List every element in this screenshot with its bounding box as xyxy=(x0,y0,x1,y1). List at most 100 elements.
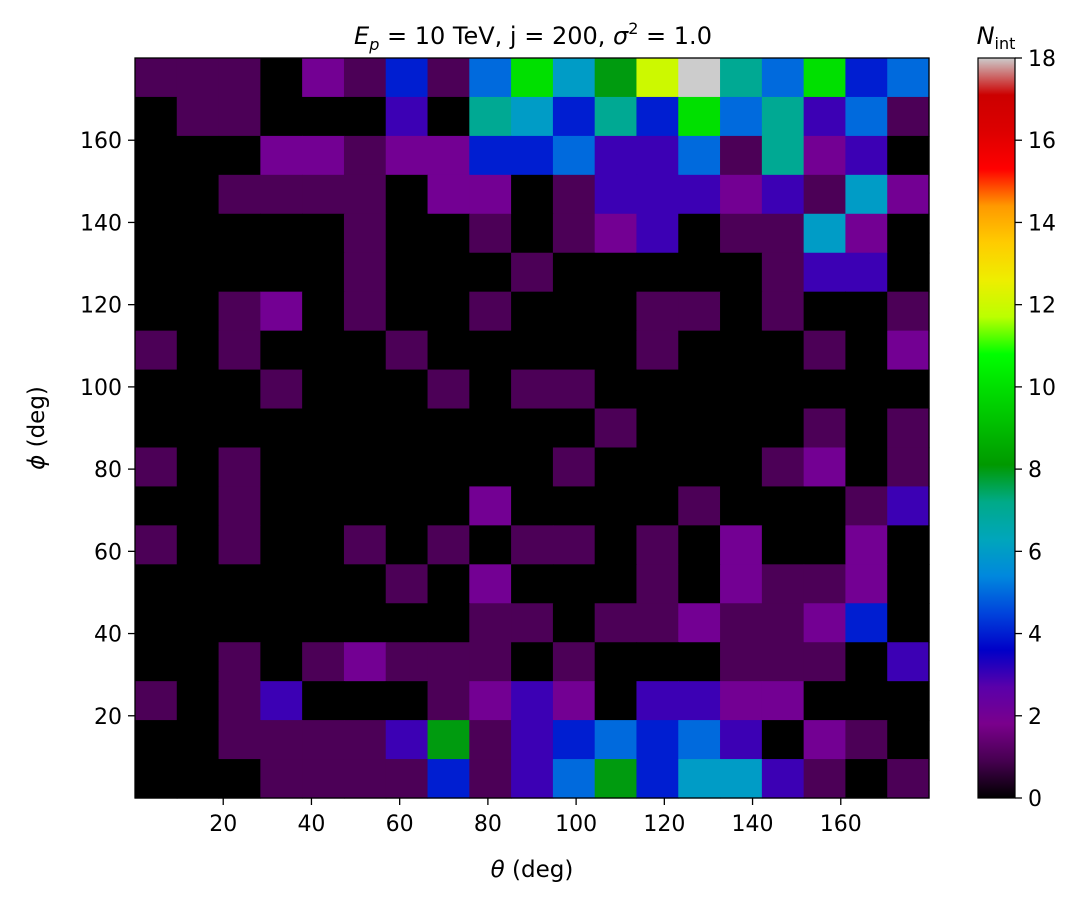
heatmap-cell xyxy=(427,486,470,526)
heatmap-cell xyxy=(511,603,554,643)
heatmap-cell xyxy=(260,681,303,721)
heatmap-cell xyxy=(803,486,847,526)
x-tick-label: 20 xyxy=(209,812,237,837)
heatmap-cell xyxy=(636,96,679,137)
heatmap-cell xyxy=(343,603,387,643)
heatmap-cell xyxy=(720,330,763,371)
y-tick-label: 80 xyxy=(94,458,122,483)
heatmap-cell xyxy=(803,525,847,565)
heatmap-cell xyxy=(427,603,470,643)
heatmap-cell xyxy=(218,174,261,215)
heatmap-cell xyxy=(761,252,805,293)
heatmap-cell xyxy=(678,135,721,176)
heatmap-cell xyxy=(761,369,805,410)
heatmap-cell xyxy=(176,369,220,410)
heatmap-cell xyxy=(552,213,596,254)
heatmap-cell xyxy=(469,486,512,526)
heatmap-cell xyxy=(594,96,638,137)
heatmap-cell xyxy=(427,135,470,176)
heatmap-cell xyxy=(427,58,470,98)
heatmap-cell xyxy=(552,447,596,488)
heatmap-cell xyxy=(720,369,763,410)
heatmap-cell xyxy=(427,291,470,332)
heatmap-cell xyxy=(135,291,178,332)
heatmap-cell xyxy=(552,408,596,449)
heatmap-cell xyxy=(720,603,763,643)
heatmap-cell xyxy=(135,96,178,137)
heatmap-cell xyxy=(260,447,303,488)
heatmap-cell xyxy=(135,603,178,643)
heatmap-cell xyxy=(511,408,554,449)
heatmap-cell xyxy=(678,486,721,526)
heatmap-cell xyxy=(135,642,178,682)
heatmap-cell xyxy=(552,525,596,565)
heatmap-cell xyxy=(218,291,261,332)
heatmap-cell xyxy=(845,58,888,98)
heatmap-cell xyxy=(385,96,429,137)
heatmap-cell xyxy=(552,369,596,410)
heatmap-cell xyxy=(845,213,888,254)
heatmap-cell xyxy=(887,564,930,604)
heatmap-cell xyxy=(343,681,387,721)
heatmap-cell xyxy=(887,642,930,682)
heatmap-cell xyxy=(343,252,387,293)
heatmap-cell xyxy=(678,720,721,760)
heatmap-cell xyxy=(260,174,303,215)
heatmap-cell xyxy=(469,564,512,604)
heatmap-cell xyxy=(385,486,429,526)
heatmap-cell xyxy=(176,525,220,565)
heatmap-cell xyxy=(135,174,178,215)
colorbar-tick-label: 0 xyxy=(1028,787,1042,812)
heatmap-cell xyxy=(594,58,638,98)
heatmap-cell xyxy=(343,291,387,332)
heatmap-cell xyxy=(594,759,638,799)
heatmap-cell xyxy=(845,252,888,293)
heatmap-cell xyxy=(385,564,429,604)
heatmap-cell xyxy=(678,564,721,604)
heatmap-cell xyxy=(343,720,387,760)
heatmap-cell xyxy=(385,681,429,721)
heatmap-cell xyxy=(176,135,220,176)
heatmap-cell xyxy=(343,759,387,799)
heatmap-cell xyxy=(552,252,596,293)
heatmap-cell xyxy=(469,330,512,371)
heatmap-cell xyxy=(678,291,721,332)
heatmap-cell xyxy=(678,603,721,643)
heatmap-cell xyxy=(761,96,805,137)
heatmap-cell xyxy=(427,96,470,137)
heatmap-cell xyxy=(218,96,261,137)
heatmap-cell xyxy=(552,564,596,604)
y-tick-label: 160 xyxy=(80,129,122,154)
x-tick-label: 60 xyxy=(386,812,414,837)
heatmap-cell xyxy=(135,681,178,721)
x-axis: 20 40 60 80 100 120 140 160 xyxy=(209,798,862,837)
heatmap-cell xyxy=(887,252,930,293)
heatmap-cell xyxy=(260,759,303,799)
heatmap-cell xyxy=(803,291,847,332)
heatmap-cell xyxy=(761,174,805,215)
heatmap-cell xyxy=(302,564,345,604)
heatmap-cell xyxy=(385,720,429,760)
heatmap-cell xyxy=(343,213,387,254)
heatmap-cell xyxy=(552,135,596,176)
heatmap-cell xyxy=(218,525,261,565)
colorbar-tick-label: 6 xyxy=(1028,540,1042,565)
heatmap-cell xyxy=(594,603,638,643)
heatmap-cell xyxy=(260,291,303,332)
heatmap-cell xyxy=(845,603,888,643)
heatmap-cell xyxy=(343,330,387,371)
heatmap-cell xyxy=(218,447,261,488)
heatmap-cell xyxy=(803,213,847,254)
heatmap-cell xyxy=(887,58,930,98)
heatmap-cell xyxy=(302,447,345,488)
heatmap-cell xyxy=(385,291,429,332)
x-tick-label: 160 xyxy=(820,812,862,837)
heatmap-cell xyxy=(594,642,638,682)
heatmap-cell xyxy=(260,213,303,254)
heatmap-cell xyxy=(511,642,554,682)
heatmap-cell xyxy=(678,759,721,799)
heatmap-cell xyxy=(343,58,387,98)
heatmap-cell xyxy=(803,330,847,371)
heatmap-cell xyxy=(469,447,512,488)
heatmap-cell xyxy=(761,720,805,760)
